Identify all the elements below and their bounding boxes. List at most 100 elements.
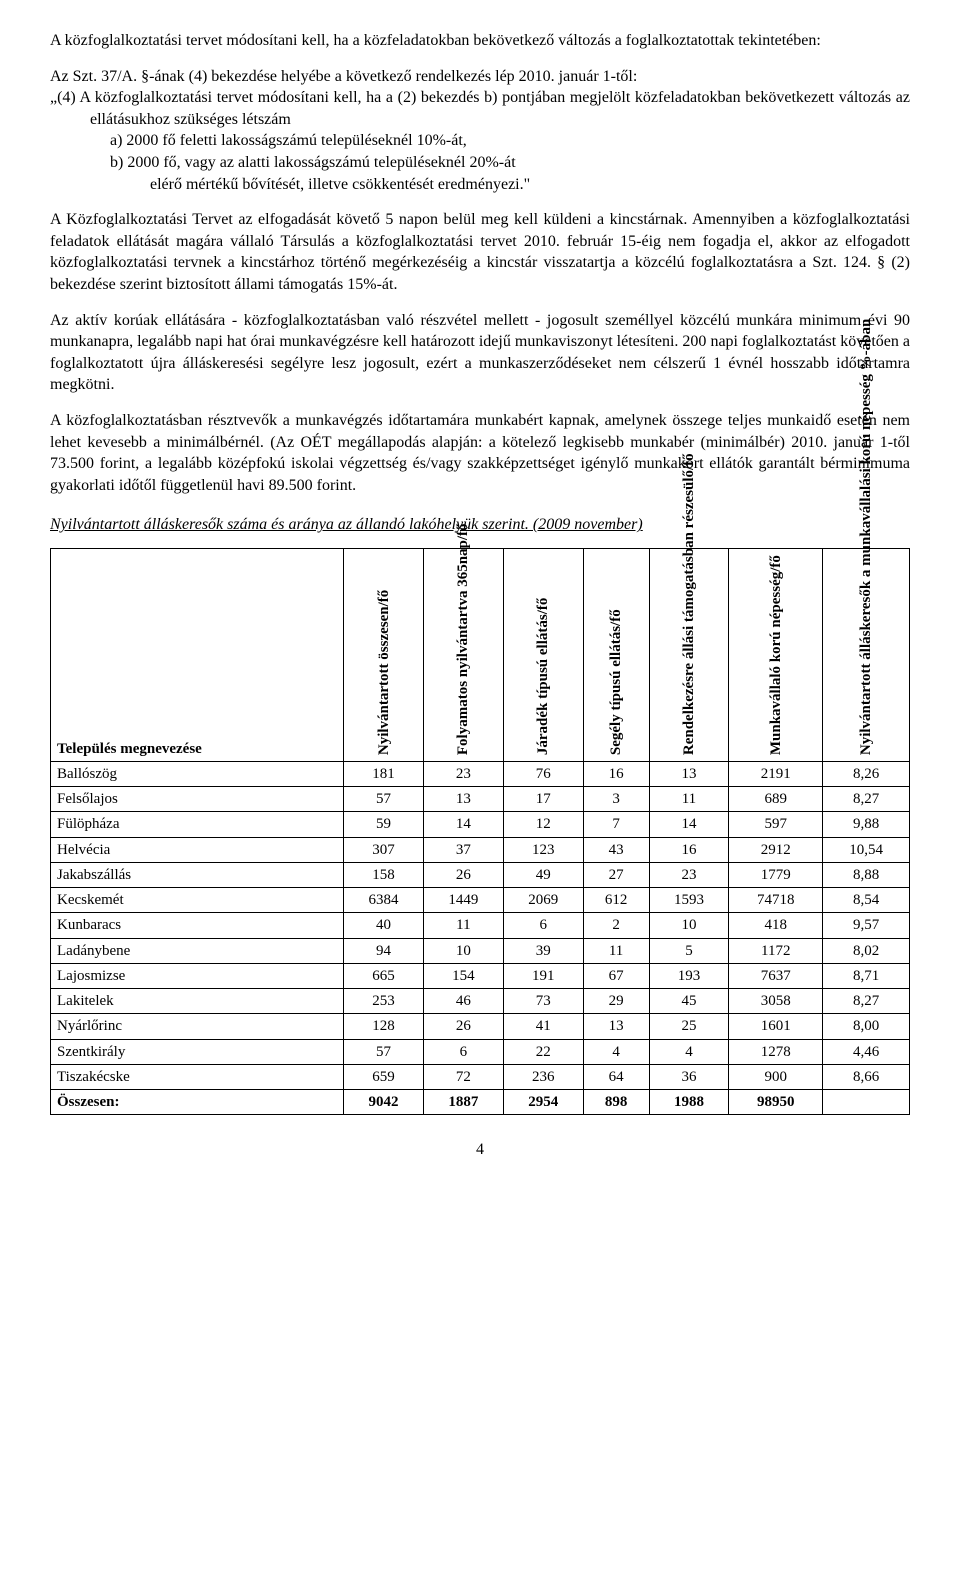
cell-value: 12 — [503, 812, 583, 837]
cell-value: 8,66 — [823, 1064, 910, 1089]
cell-settlement: Lakitelek — [51, 989, 344, 1014]
quote-tail: elérő mértékű bővítését, illetve csökken… — [50, 174, 910, 196]
table-total-row: Összesen:904218872954898198898950 — [51, 1090, 910, 1115]
col-percent: Nyilvántartott álláskeresők a munkaválla… — [823, 548, 910, 761]
cell-value: 23 — [649, 862, 729, 887]
cell-total-value: 1988 — [649, 1090, 729, 1115]
cell-value: 74718 — [729, 888, 823, 913]
cell-value: 659 — [344, 1064, 424, 1089]
cell-value: 181 — [344, 761, 424, 786]
cell-value: 5 — [649, 938, 729, 963]
table-row: Ladánybene94103911511728,02 — [51, 938, 910, 963]
table-row: Tiszakécske6597223664369008,66 — [51, 1064, 910, 1089]
paragraph-2-lead: Az Szt. 37/A. §-ának (4) bekezdése helyé… — [50, 66, 910, 88]
cell-value: 57 — [344, 1039, 424, 1064]
cell-value: 665 — [344, 963, 424, 988]
cell-total-value: 2954 — [503, 1090, 583, 1115]
table-row: Szentkirály576224412784,46 — [51, 1039, 910, 1064]
cell-total-value: 9042 — [344, 1090, 424, 1115]
cell-value: 94 — [344, 938, 424, 963]
cell-total-value: 1887 — [423, 1090, 503, 1115]
cell-value: 8,88 — [823, 862, 910, 887]
cell-value: 10 — [649, 913, 729, 938]
cell-settlement: Lajosmizse — [51, 963, 344, 988]
paragraph-3: A Közfoglalkoztatási Tervet az elfogadás… — [50, 209, 910, 295]
col-availability-support: Rendelkezésre állási támogatásban részes… — [649, 548, 729, 761]
paragraph-4: Az aktív korúak ellátására - közfoglalko… — [50, 310, 910, 396]
table-row: Lajosmizse6651541916719376378,71 — [51, 963, 910, 988]
cell-value: 7637 — [729, 963, 823, 988]
jobseekers-table: Település megnevezése Nyilvántartott öss… — [50, 548, 910, 1116]
cell-value: 67 — [583, 963, 649, 988]
cell-value: 13 — [649, 761, 729, 786]
cell-value: 191 — [503, 963, 583, 988]
cell-value: 73 — [503, 989, 583, 1014]
cell-value: 4,46 — [823, 1039, 910, 1064]
cell-value: 128 — [344, 1014, 424, 1039]
cell-value: 64 — [583, 1064, 649, 1089]
table-title: Nyilvántartott álláskeresők száma és ará… — [50, 514, 910, 536]
cell-value: 39 — [503, 938, 583, 963]
cell-value: 253 — [344, 989, 424, 1014]
cell-value: 26 — [423, 862, 503, 887]
cell-value: 9,88 — [823, 812, 910, 837]
cell-value: 11 — [583, 938, 649, 963]
cell-settlement: Ladánybene — [51, 938, 344, 963]
cell-value: 13 — [583, 1014, 649, 1039]
cell-value: 8,54 — [823, 888, 910, 913]
cell-settlement: Kunbaracs — [51, 913, 344, 938]
cell-value: 689 — [729, 787, 823, 812]
cell-settlement: Ballószög — [51, 761, 344, 786]
cell-value: 123 — [503, 837, 583, 862]
cell-value: 597 — [729, 812, 823, 837]
cell-value: 14 — [423, 812, 503, 837]
cell-value: 6 — [423, 1039, 503, 1064]
cell-value: 41 — [503, 1014, 583, 1039]
cell-value: 8,71 — [823, 963, 910, 988]
col-aid-type: Segély típusú ellátás/fő — [583, 548, 649, 761]
cell-value: 11 — [649, 787, 729, 812]
cell-value: 16 — [649, 837, 729, 862]
cell-value: 307 — [344, 837, 424, 862]
cell-settlement: Nyárlőrinc — [51, 1014, 344, 1039]
cell-settlement: Kecskemét — [51, 888, 344, 913]
cell-value: 10 — [423, 938, 503, 963]
table-row: Jakabszállás1582649272317798,88 — [51, 862, 910, 887]
cell-total-value: 98950 — [729, 1090, 823, 1115]
cell-value: 49 — [503, 862, 583, 887]
quote-item-a: a) 2000 fő feletti lakosságszámú települ… — [50, 130, 910, 152]
col-continuous-365: Folyamatos nyilvántartva 365nap/fő — [423, 548, 503, 761]
table-row: Felsőlajos5713173116898,27 — [51, 787, 910, 812]
cell-value: 23 — [423, 761, 503, 786]
cell-value: 8,26 — [823, 761, 910, 786]
cell-value: 59 — [344, 812, 424, 837]
cell-value: 418 — [729, 913, 823, 938]
col-settlement: Település megnevezése — [51, 548, 344, 761]
cell-value: 16 — [583, 761, 649, 786]
table-row: Nyárlőrinc1282641132516018,00 — [51, 1014, 910, 1039]
cell-value: 1278 — [729, 1039, 823, 1064]
cell-settlement: Tiszakécske — [51, 1064, 344, 1089]
cell-value: 27 — [583, 862, 649, 887]
cell-value: 6 — [503, 913, 583, 938]
table-row: Lakitelek2534673294530588,27 — [51, 989, 910, 1014]
cell-value: 1449 — [423, 888, 503, 913]
cell-settlement: Szentkirály — [51, 1039, 344, 1064]
cell-value: 4 — [649, 1039, 729, 1064]
cell-value: 10,54 — [823, 837, 910, 862]
cell-value: 72 — [423, 1064, 503, 1089]
cell-value: 11 — [423, 913, 503, 938]
cell-value: 612 — [583, 888, 649, 913]
cell-total-label: Összesen: — [51, 1090, 344, 1115]
cell-value: 45 — [649, 989, 729, 1014]
cell-settlement: Jakabszállás — [51, 862, 344, 887]
cell-value: 2 — [583, 913, 649, 938]
cell-value: 7 — [583, 812, 649, 837]
cell-value: 6384 — [344, 888, 424, 913]
cell-value: 17 — [503, 787, 583, 812]
cell-value: 9,57 — [823, 913, 910, 938]
amendment-block: Az Szt. 37/A. §-ának (4) bekezdése helyé… — [50, 66, 910, 196]
cell-value: 43 — [583, 837, 649, 862]
cell-value: 3058 — [729, 989, 823, 1014]
paragraph-5: A közfoglalkoztatásban résztvevők a munk… — [50, 410, 910, 496]
